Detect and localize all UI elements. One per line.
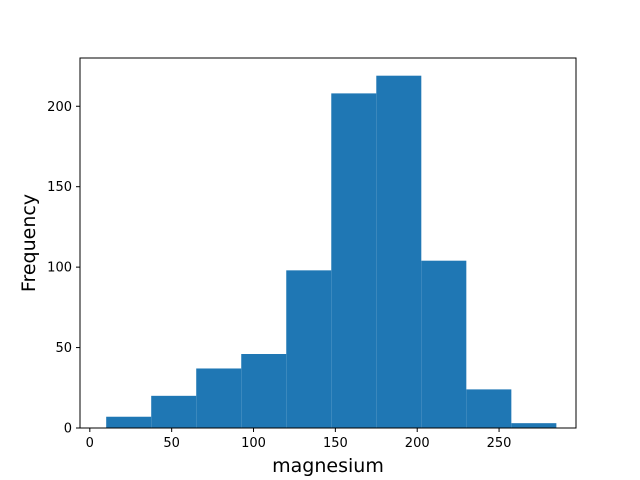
y-tick-label: 200 bbox=[47, 100, 72, 115]
y-axis-ticks: 0 50 100 150 200 bbox=[47, 100, 80, 437]
y-tick-label: 100 bbox=[47, 261, 72, 276]
x-tick-label: 100 bbox=[241, 436, 266, 451]
histogram-bar bbox=[196, 368, 242, 428]
y-axis-label: Frequency bbox=[18, 194, 40, 292]
histogram-bar bbox=[376, 75, 422, 429]
histogram-bar bbox=[241, 354, 287, 428]
x-axis-ticks: 0 50 100 150 200 250 bbox=[86, 428, 512, 451]
y-tick-label: 0 bbox=[64, 422, 72, 437]
histogram-bar bbox=[511, 423, 557, 428]
histogram-bars bbox=[106, 75, 557, 429]
histogram-bar bbox=[331, 93, 377, 429]
x-tick-label: 150 bbox=[323, 436, 348, 451]
plot-frame bbox=[79, 57, 577, 429]
x-tick-label: 50 bbox=[163, 436, 180, 451]
histogram-bar bbox=[151, 395, 197, 428]
y-tick-label: 50 bbox=[55, 341, 72, 356]
y-tick-label: 150 bbox=[47, 180, 72, 195]
histogram-bar bbox=[421, 260, 467, 428]
histogram-bar bbox=[106, 416, 152, 428]
x-axis-label: magnesium bbox=[272, 455, 384, 477]
histogram-bar bbox=[286, 270, 332, 428]
x-tick-label: 0 bbox=[86, 436, 94, 451]
x-tick-label: 250 bbox=[487, 436, 512, 451]
x-tick-label: 200 bbox=[405, 436, 430, 451]
histogram-bar bbox=[466, 389, 512, 428]
